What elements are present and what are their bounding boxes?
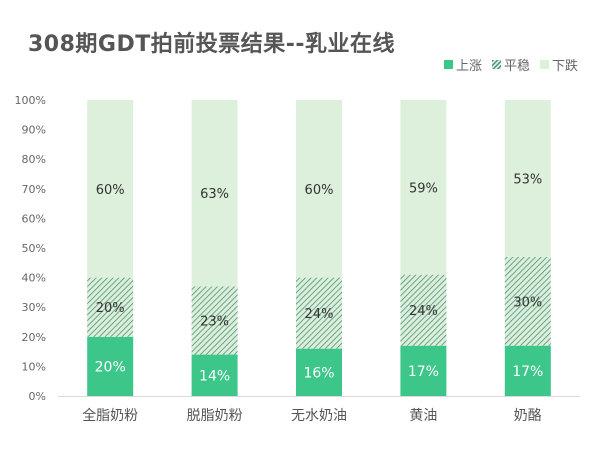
data-label-up: 14% (199, 368, 230, 384)
data-label-down: 63% (200, 187, 229, 202)
x-axis: 全脂奶粉 脱脂奶粉 无水奶油 黄油 奶酪 (58, 396, 580, 424)
data-label-flat: 30% (513, 295, 542, 310)
y-axis: 0% 10% 20% 30% 40% 50% 60% 70% 80% 90% 100% (15, 94, 46, 403)
data-label-up: 17% (408, 364, 439, 380)
data-label-flat: 23% (200, 315, 229, 330)
data-label-down: 53% (513, 172, 542, 187)
data-label-flat: 20% (96, 301, 125, 316)
bar-segment-down (296, 100, 342, 278)
y-tick-label: 100% (15, 94, 46, 107)
bar-segment-up (191, 354, 238, 396)
legend-item-up: 上涨 (443, 55, 482, 74)
y-tick-label: 20% (22, 331, 46, 344)
x-tick-label: 脱脂奶粉 (187, 408, 243, 424)
bar-segment-flat (87, 277, 134, 337)
bar-segment-down (400, 100, 447, 275)
bar-segment-down (504, 100, 551, 257)
data-label-down: 60% (305, 183, 334, 198)
data-label-up: 16% (303, 365, 334, 381)
legend-item-down: 下跌 (539, 55, 578, 74)
x-tick-label: 无水奶油 (291, 408, 347, 424)
legend: 上涨 平稳 下跌 (443, 55, 578, 74)
y-tick-label: 40% (22, 272, 46, 285)
bar-segment-up (504, 345, 551, 396)
y-tick-label: 0% (29, 390, 46, 403)
y-tick-label: 70% (22, 183, 46, 196)
legend-swatch-up (443, 60, 453, 69)
data-label-down: 59% (409, 181, 438, 196)
legend-swatch-down (539, 60, 549, 69)
y-tick-label: 10% (22, 360, 46, 373)
bar-segment-up (87, 336, 134, 396)
bar-segment-flat (504, 256, 551, 346)
legend-label-up: 上涨 (455, 59, 482, 74)
x-tick-label: 全脂奶粉 (82, 407, 138, 424)
legend-swatch-flat (491, 60, 501, 69)
x-tick-label: 黄油 (409, 407, 437, 424)
legend-label-down: 下跌 (551, 59, 578, 74)
bar-segment-flat (400, 274, 447, 346)
data-label-up: 17% (512, 364, 543, 380)
y-tick-label: 60% (22, 212, 46, 225)
data-label-down: 60% (96, 183, 125, 198)
bar-segment-down (87, 100, 134, 278)
legend-item-flat: 平稳 (491, 55, 530, 74)
y-tick-label: 90% (22, 124, 46, 137)
bar-segment-flat (191, 286, 238, 355)
y-tick-label: 30% (22, 301, 46, 314)
x-tick-label: 奶酪 (514, 408, 542, 424)
bar-segment-up (296, 348, 342, 396)
bar-segment-down (191, 100, 238, 287)
data-label-up: 20% (95, 359, 126, 375)
bar-segment-flat (296, 277, 342, 349)
bars: 20% 20% 60% 14% 23% 63% 16% 24% 60% 17% 24% 59% 17% 3… (87, 100, 551, 396)
chart-title: 308期GDT拍前投票结果--乳业在线 (28, 32, 396, 57)
y-tick-label: 80% (22, 153, 46, 166)
data-label-flat: 24% (305, 307, 334, 322)
legend-label-flat: 平稳 (503, 59, 530, 74)
data-label-flat: 24% (409, 304, 438, 319)
y-tick-label: 50% (22, 242, 46, 255)
bar-segment-up (400, 345, 447, 396)
